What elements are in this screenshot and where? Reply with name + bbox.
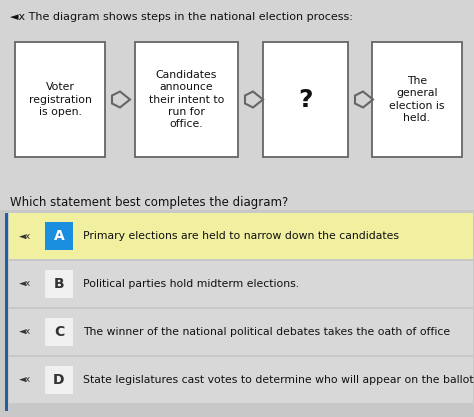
Bar <box>9 309 473 355</box>
Text: A: A <box>54 229 64 243</box>
Bar <box>9 357 473 403</box>
Bar <box>9 261 473 307</box>
FancyBboxPatch shape <box>135 42 238 157</box>
Bar <box>0 210 474 417</box>
Text: ◄x: ◄x <box>19 327 31 337</box>
Text: Voter
registration
is open.: Voter registration is open. <box>28 82 91 117</box>
Text: Political parties hold midterm elections.: Political parties hold midterm elections… <box>83 279 299 289</box>
Bar <box>45 318 73 346</box>
Text: The
general
election is
held.: The general election is held. <box>389 76 445 123</box>
Text: B: B <box>54 277 64 291</box>
FancyBboxPatch shape <box>263 42 348 157</box>
Text: C: C <box>54 325 64 339</box>
Bar <box>45 222 73 250</box>
Text: Primary elections are held to narrow down the candidates: Primary elections are held to narrow dow… <box>83 231 399 241</box>
Text: ?: ? <box>298 88 313 111</box>
Text: ◄x The diagram shows steps in the national election process:: ◄x The diagram shows steps in the nation… <box>10 12 353 22</box>
Text: Candidates
announce
their intent to
run for
office.: Candidates announce their intent to run … <box>149 70 224 129</box>
Text: ◄x: ◄x <box>19 279 31 289</box>
Bar <box>5 213 8 411</box>
Bar <box>45 366 73 394</box>
FancyBboxPatch shape <box>15 42 105 157</box>
FancyBboxPatch shape <box>372 42 462 157</box>
Text: ◄x: ◄x <box>19 375 31 384</box>
Bar <box>9 213 473 259</box>
Text: State legislatures cast votes to determine who will appear on the ballot: State legislatures cast votes to determi… <box>83 375 474 385</box>
Text: The winner of the national political debates takes the oath of office: The winner of the national political deb… <box>83 327 450 337</box>
Text: D: D <box>53 373 65 387</box>
Text: Which statement best completes the diagram?: Which statement best completes the diagr… <box>10 196 288 209</box>
Text: ◄x: ◄x <box>19 231 31 241</box>
Bar <box>45 270 73 298</box>
Bar <box>0 0 474 210</box>
